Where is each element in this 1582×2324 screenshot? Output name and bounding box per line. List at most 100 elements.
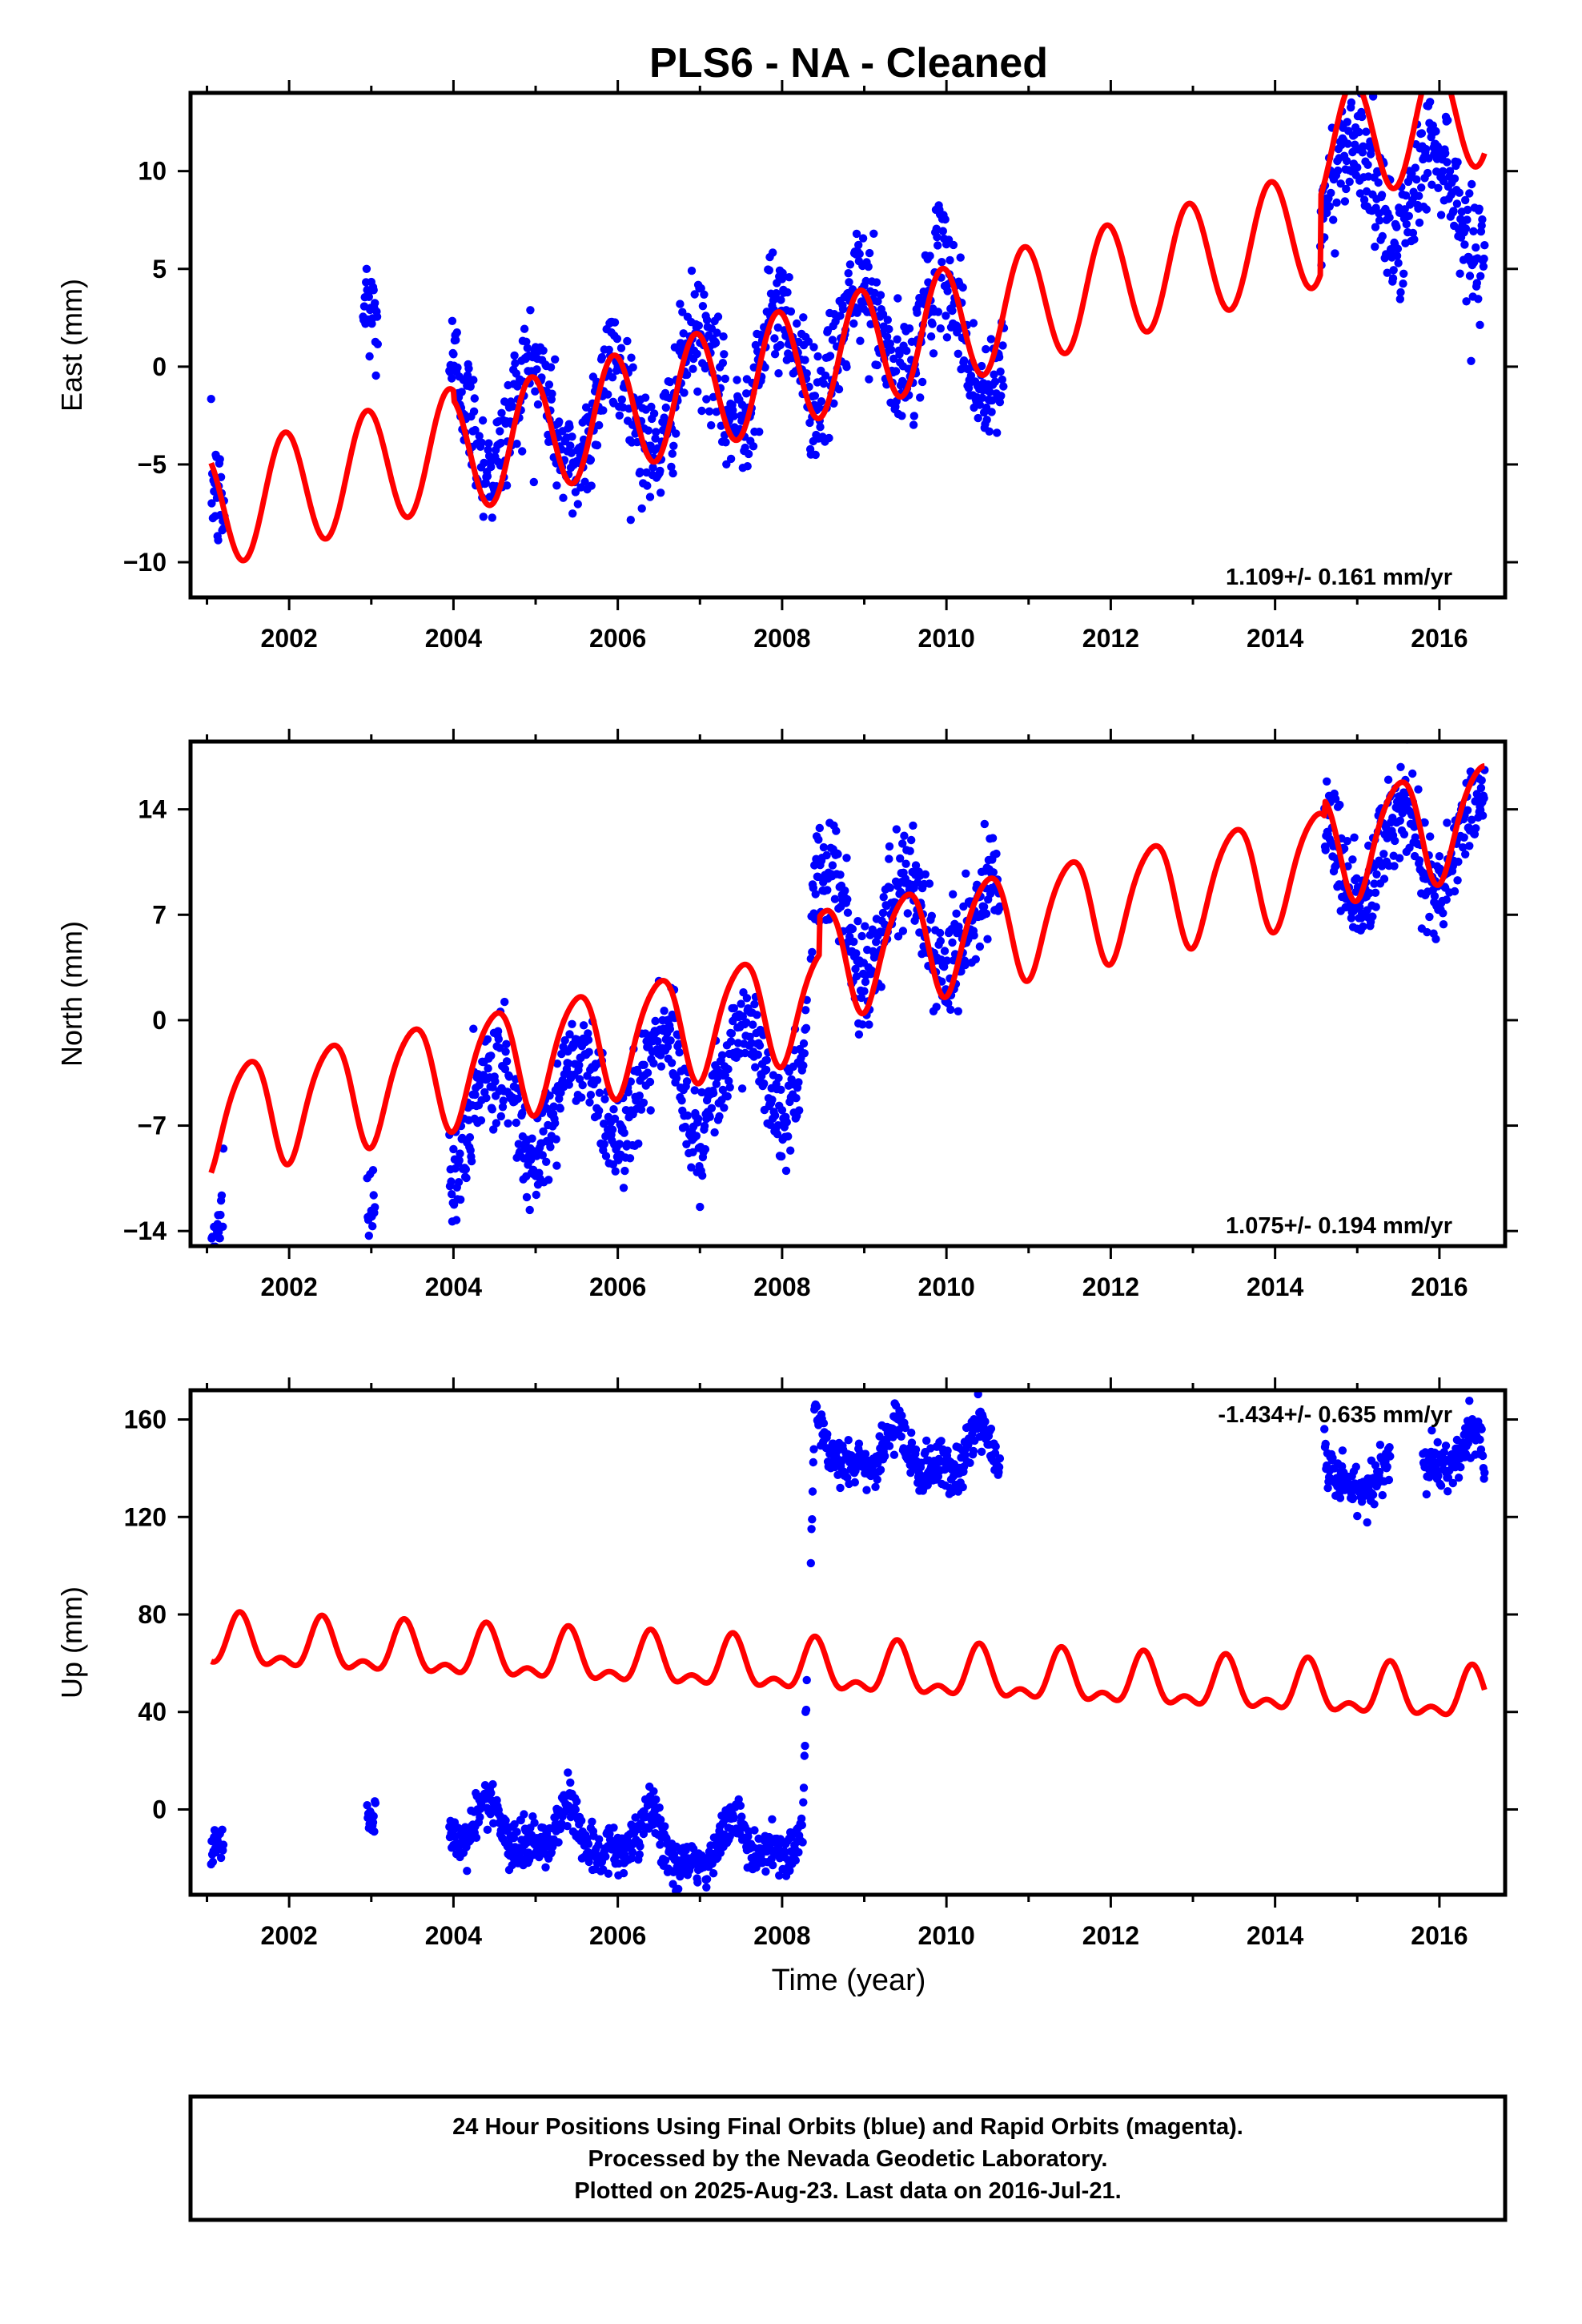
observed-point (502, 1057, 512, 1066)
observed-point (786, 307, 796, 316)
observed-point (669, 441, 678, 450)
observed-point (1338, 1446, 1347, 1455)
observed-point (215, 455, 224, 464)
observed-point (843, 895, 852, 904)
observed-point (727, 1029, 737, 1038)
observed-points (207, 1390, 1489, 1895)
observed-point (693, 387, 702, 396)
panel-up: 2002 2004 2006 2008 2010 2012 2014 2016 0 40 80 120… (55, 1377, 1518, 1950)
observed-point (653, 1037, 662, 1046)
observed-point (954, 349, 963, 358)
observed-point (595, 420, 604, 430)
x-tick-label: 2016 (1411, 1921, 1468, 1950)
observed-point (977, 1447, 986, 1457)
observed-point (689, 1844, 698, 1853)
observed-point (958, 283, 967, 292)
observed-point (552, 1135, 560, 1144)
observed-point (917, 377, 927, 387)
observed-point (496, 1112, 505, 1121)
observed-point (211, 1248, 219, 1256)
observed-point (885, 883, 895, 892)
observed-point (693, 1114, 703, 1124)
observed-point (901, 1423, 910, 1433)
observed-point (528, 1812, 537, 1821)
observed-point (898, 927, 908, 935)
observed-point (729, 1003, 738, 1013)
observed-point (656, 466, 665, 476)
observed-point (1467, 356, 1476, 365)
observed-point (449, 350, 458, 359)
observed-point (928, 320, 937, 328)
observed-point (368, 1818, 378, 1827)
observed-point (723, 1092, 732, 1101)
observed-point (1340, 197, 1350, 206)
observed-point (998, 341, 1007, 350)
observed-point (1394, 259, 1403, 267)
panel-north: 2002 2004 2006 2008 2010 2012 2014 2016 −14 −7 0 7 1… (55, 729, 1518, 1301)
observed-point (568, 432, 576, 441)
observed-point (762, 1055, 771, 1065)
observed-point (554, 1838, 563, 1847)
observed-point (682, 370, 692, 380)
observed-point (808, 1487, 817, 1496)
observed-point (499, 1096, 508, 1105)
x-tick-label: 2006 (589, 624, 646, 653)
observed-point (865, 375, 873, 384)
observed-point (986, 388, 994, 396)
observed-point (1472, 824, 1480, 833)
observed-point (987, 408, 996, 416)
observed-point (1375, 1441, 1385, 1449)
footer-line: Plotted on 2025-Aug-23. Last data on 201… (574, 2178, 1121, 2204)
observed-point (1327, 188, 1335, 198)
observed-point (531, 387, 540, 396)
observed-point (480, 458, 488, 468)
observed-point (545, 1091, 554, 1100)
observed-point (1456, 269, 1464, 278)
observed-point (1368, 1490, 1378, 1499)
observed-point (595, 1835, 604, 1844)
observed-point (836, 312, 845, 320)
observed-point (693, 349, 701, 359)
observed-point (651, 1016, 660, 1026)
observed-point (1342, 184, 1351, 194)
observed-point (1374, 178, 1383, 187)
observed-point (1453, 158, 1462, 167)
observed-point (734, 1795, 743, 1804)
observed-point (1372, 870, 1381, 879)
observed-point (565, 1030, 574, 1039)
observed-point (1476, 271, 1485, 280)
observed-point (1353, 1511, 1362, 1521)
observed-point (584, 1839, 593, 1848)
observed-point (619, 1868, 628, 1878)
observed-point (841, 887, 849, 895)
observed-point (219, 1222, 227, 1232)
observed-point (462, 1173, 471, 1183)
observed-point (993, 428, 1002, 437)
observed-point (1422, 205, 1431, 214)
observed-point (692, 1132, 701, 1140)
observed-point (1417, 129, 1427, 138)
observed-point (456, 1149, 464, 1158)
observed-point (502, 481, 512, 490)
observed-point (661, 1822, 669, 1831)
y-axis-label: Up (mm) (55, 1586, 88, 1699)
observed-point (369, 1811, 378, 1821)
observed-point (1427, 1426, 1436, 1435)
x-ticks: 2002 2004 2006 2008 2010 2012 2014 2016 (206, 1377, 1468, 1950)
observed-point (1463, 215, 1472, 224)
observed-point (810, 861, 819, 870)
observed-point (777, 1085, 785, 1095)
observed-point (1389, 266, 1398, 275)
observed-point (872, 278, 881, 287)
observed-point (1321, 1439, 1330, 1449)
observed-point (620, 1128, 628, 1137)
observed-point (797, 1814, 806, 1823)
observed-point (1436, 211, 1446, 219)
observed-point (958, 1482, 967, 1492)
observed-point (522, 337, 531, 346)
observed-point (885, 339, 895, 348)
observed-point (905, 324, 914, 333)
observed-point (755, 428, 764, 436)
observed-point (525, 1205, 534, 1215)
observed-point (885, 842, 894, 851)
